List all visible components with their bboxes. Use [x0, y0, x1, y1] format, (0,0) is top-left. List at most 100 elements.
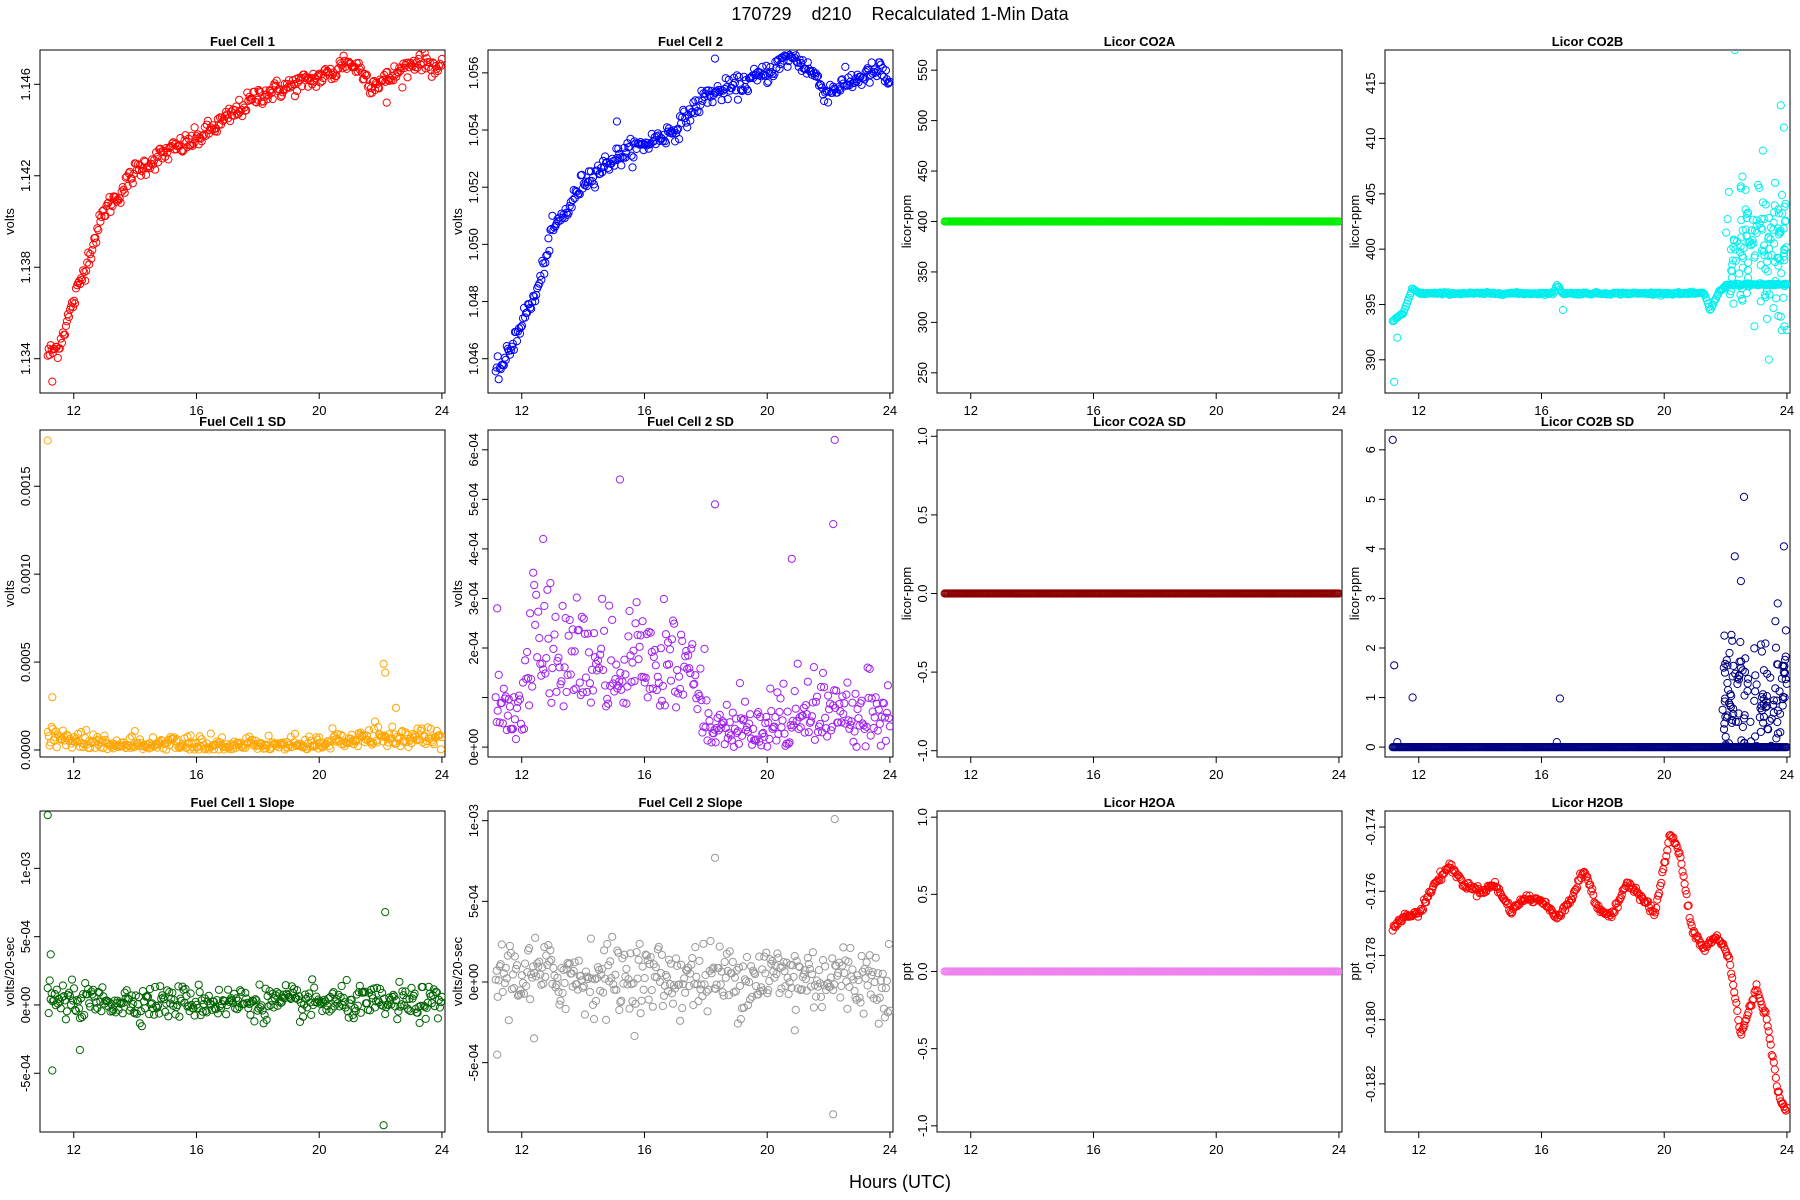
- data-point: [623, 682, 632, 691]
- data-point: [679, 690, 688, 699]
- y-tick-label: 1.048: [466, 285, 481, 318]
- data-point: [607, 656, 616, 665]
- points-layer: [491, 435, 893, 751]
- data-point: [560, 978, 569, 988]
- data-point: [251, 995, 260, 1004]
- data-point: [883, 1008, 893, 1017]
- y-axis-label: volts/20-sec: [450, 936, 465, 1006]
- data-point: [711, 738, 720, 747]
- data-point: [433, 1014, 442, 1023]
- data-point: [511, 735, 521, 744]
- data-point: [756, 712, 765, 722]
- data-point: [1437, 875, 1446, 885]
- data-point: [854, 976, 863, 985]
- data-point: [1777, 190, 1787, 200]
- data-point: [246, 1010, 255, 1019]
- data-point: [168, 735, 177, 744]
- points-layer: [491, 815, 893, 1119]
- data-point: [735, 679, 745, 688]
- data-point: [308, 975, 317, 984]
- data-point: [1777, 269, 1786, 278]
- data-point: [1757, 647, 1767, 656]
- data-point: [746, 995, 755, 1004]
- data-point: [751, 736, 760, 745]
- data-point: [1780, 282, 1789, 291]
- data-point: [765, 977, 774, 986]
- data-point: [531, 297, 540, 306]
- data-point: [73, 996, 82, 1005]
- y-tick-label: 1e-03: [466, 804, 481, 837]
- data-point: [80, 268, 89, 277]
- x-tick-label: 24: [435, 767, 449, 782]
- data-point: [847, 717, 856, 726]
- data-point: [667, 635, 677, 644]
- data-point: [374, 996, 383, 1005]
- data-point: [1434, 875, 1443, 884]
- data-point: [827, 973, 836, 982]
- data-point: [530, 292, 539, 301]
- data-point: [78, 1013, 87, 1022]
- data-point: [540, 601, 549, 611]
- y-axis-label: volts: [2, 580, 17, 607]
- y-tick-label: 1.0: [915, 427, 930, 445]
- data-point: [611, 970, 620, 979]
- data-point: [809, 1003, 819, 1012]
- data-point: [836, 707, 845, 716]
- data-point: [1761, 639, 1770, 648]
- data-point: [1775, 687, 1784, 696]
- data-point: [656, 969, 666, 978]
- data-point: [739, 1003, 749, 1012]
- data-point: [659, 991, 669, 1000]
- x-tick-label: 12: [67, 403, 81, 418]
- x-tick-label: 16: [1534, 1142, 1548, 1157]
- data-point: [1779, 667, 1788, 677]
- data-point: [632, 948, 641, 957]
- data-point: [305, 989, 314, 998]
- data-point: [710, 500, 720, 509]
- data-point: [856, 998, 865, 1007]
- data-point: [679, 980, 688, 989]
- data-point: [733, 1019, 743, 1028]
- data-point: [430, 1002, 439, 1011]
- data-point: [650, 645, 659, 655]
- data-point: [848, 698, 857, 707]
- data-point: [373, 738, 382, 747]
- x-tick-label: 24: [1332, 767, 1346, 782]
- data-point: [866, 70, 875, 80]
- data-point: [774, 953, 783, 963]
- y-tick-label: 3e-04: [466, 582, 481, 615]
- data-point: [525, 701, 534, 710]
- data-point: [569, 685, 578, 695]
- data-point: [639, 985, 648, 994]
- data-point: [351, 1006, 360, 1016]
- data-point: [762, 712, 771, 722]
- data-point: [778, 716, 787, 725]
- data-point: [242, 106, 251, 115]
- data-point: [184, 1001, 193, 1010]
- data-point: [574, 956, 583, 965]
- data-point: [96, 217, 105, 226]
- data-point: [843, 678, 852, 687]
- data-point: [250, 1017, 259, 1026]
- data-point: [700, 980, 709, 989]
- data-point: [784, 739, 793, 748]
- data-point: [108, 202, 117, 211]
- data-point: [565, 959, 574, 968]
- data-point: [1724, 685, 1733, 695]
- data-point: [258, 1006, 267, 1015]
- y-tick-label: 410: [1363, 128, 1378, 150]
- x-tick-label: 12: [515, 1142, 529, 1157]
- data-point: [65, 992, 75, 1001]
- data-point: [379, 1121, 388, 1130]
- data-point: [533, 653, 542, 662]
- data-point: [511, 964, 521, 974]
- data-point: [691, 671, 700, 680]
- data-point: [729, 988, 738, 997]
- data-point: [1778, 701, 1787, 710]
- y-tick-label: -0.182: [1363, 1065, 1378, 1102]
- data-point: [1763, 267, 1772, 276]
- data-point: [123, 181, 132, 191]
- data-point: [747, 962, 756, 971]
- data-point: [1719, 725, 1729, 734]
- data-point: [821, 713, 830, 722]
